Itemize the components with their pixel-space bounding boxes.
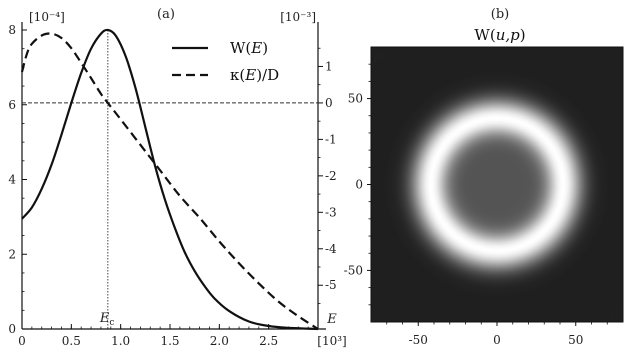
ec-marker-label-main: E — [99, 311, 110, 326]
title-base: W( — [474, 26, 495, 44]
x-axis-unit-label: [10³] — [317, 334, 346, 348]
ec-marker-label-sub: c — [109, 318, 114, 328]
heatmap-x-tick-label: 0 — [493, 333, 501, 347]
x-tick-label: 2.5 — [259, 334, 278, 348]
x-tick-label: 1.0 — [111, 334, 130, 348]
right-y-tick-label: 1 — [325, 59, 333, 73]
legend-k-tail: )/D — [256, 66, 279, 84]
right-y-tick-label: -1 — [325, 132, 337, 146]
heatmap-x-axis-label: u — [611, 306, 619, 321]
x-tick-label: 1.5 — [160, 334, 179, 348]
x-axis-label: E — [326, 312, 337, 327]
heatmap-x-tick-label: 50 — [568, 333, 583, 347]
panel-b-title: W(u,p) — [474, 26, 525, 44]
heatmap-y-axis-label: p — [374, 50, 383, 65]
right-y-tick-label: -4 — [325, 242, 337, 256]
legend-w-base: W( — [230, 39, 251, 57]
legend-entry-w-e: W(E) — [230, 39, 268, 57]
heatmap-y-tick-label: 0 — [355, 178, 363, 192]
right-y-tick-label: -2 — [325, 169, 337, 183]
panel-a-axes — [21, 22, 326, 330]
right-axis-unit-label: [10⁻³] — [280, 10, 316, 24]
left-y-tick-label: 6 — [8, 98, 16, 112]
panel-b-ticks: -50 0 50 50 0 -50 — [344, 63, 608, 347]
panel-b-heatmap: (b) W(u,p) -50 0 50 50 0 -50 u p — [344, 7, 624, 347]
heatmap-x-tick-label: -50 — [409, 333, 428, 347]
x-tick-label: 0.5 — [62, 334, 81, 348]
title-italic: u,p — [496, 26, 520, 44]
right-y-tick-label: -5 — [325, 278, 337, 292]
series-w-e-line — [21, 28, 319, 331]
left-y-tick-label: 4 — [8, 173, 16, 187]
legend-k-base: κ( — [230, 66, 245, 84]
left-axis-unit-label: [10⁻⁴] — [29, 10, 65, 24]
left-y-tick-label: 0 — [8, 322, 16, 336]
right-y-tick-label: 0 — [325, 96, 333, 110]
legend: W(E) κ(E)/D — [172, 39, 279, 84]
heatmap-y-tick-label: -50 — [344, 263, 363, 277]
ec-marker-label: Ec — [99, 311, 115, 328]
panel-b-label: (b) — [491, 7, 509, 22]
x-tick-label: 0 — [18, 334, 26, 348]
heatmap-y-tick-label: 50 — [348, 92, 363, 106]
panel-a-label: (a) — [157, 7, 175, 22]
legend-k-italic: E — [244, 66, 256, 84]
legend-w-tail: ) — [262, 39, 268, 57]
legend-entry-kappa: κ(E)/D — [230, 66, 279, 84]
heatmap-ring — [385, 72, 609, 297]
series-kappa-e-over-d-line — [20, 32, 319, 330]
left-y-tick-label: 2 — [8, 247, 16, 261]
right-y-tick-label: -3 — [325, 205, 337, 219]
x-tick-label: 2.0 — [210, 334, 229, 348]
left-y-tick-label: 8 — [8, 23, 16, 37]
legend-w-italic: E — [250, 39, 262, 57]
title-tail: ) — [520, 26, 526, 44]
